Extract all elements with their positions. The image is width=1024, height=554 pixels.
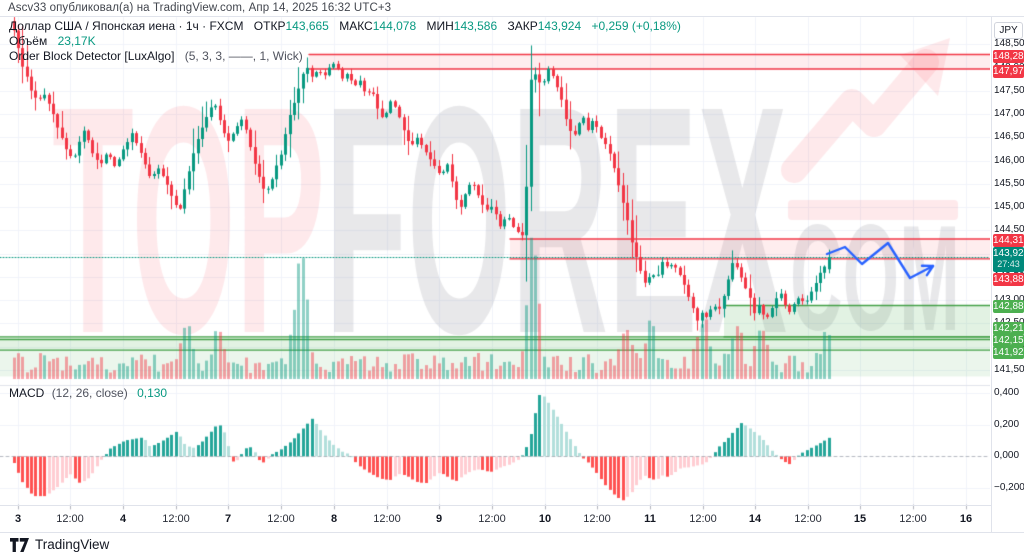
time-axis-label: 7 xyxy=(224,513,232,525)
time-axis-label: 10 xyxy=(538,513,552,525)
published-text: Ascv33 опубликовал(а) на TradingView.com… xyxy=(8,2,392,14)
axis-bottom-border xyxy=(0,532,1024,533)
time-axis-label: 12:00 xyxy=(267,513,295,525)
price-tick-label: 148,500 xyxy=(994,38,1024,50)
level-price-badge[interactable]: 143,888 xyxy=(993,272,1024,286)
price-tick-label: 146,500 xyxy=(994,131,1024,143)
price-tick-label: 145,500 xyxy=(994,177,1024,189)
price-tick-label: 147,000 xyxy=(994,108,1024,120)
volume-row[interactable]: Объём 23,17K xyxy=(9,34,681,48)
time-axis[interactable]: 3 12:00 4 12:00 7 12:00 8 12:00 9 12:00 10 12:00 11 1… xyxy=(0,505,991,533)
macd-tick-label: −0,200 xyxy=(994,482,1024,494)
chart-legend: Доллар США / Японская иена · 1ч · FXCM О… xyxy=(9,19,681,64)
time-axis-label: 12:00 xyxy=(373,513,401,525)
close-pair: ЗАКР143,924 xyxy=(507,19,582,33)
time-axis-label: 12:00 xyxy=(56,513,84,525)
time-axis-label: 12:00 xyxy=(899,513,927,525)
price-tick-label: 144,500 xyxy=(994,224,1024,236)
macd-label: MACD xyxy=(9,386,45,400)
tradingview-logo-text: TradingView xyxy=(35,537,110,552)
time-axis-label: 12:00 xyxy=(162,513,190,525)
level-price-badge[interactable]: 142,212 xyxy=(993,321,1024,335)
price-tick-label: 141,500 xyxy=(994,364,1024,375)
time-axis-label: 3 xyxy=(14,513,22,525)
time-axis-label: 15 xyxy=(853,513,867,525)
tradingview-logo[interactable]: TradingView xyxy=(10,537,109,552)
open-pair: ОТКР143,665 xyxy=(253,19,329,33)
time-axis-label: 14 xyxy=(748,513,762,525)
current-price-badge[interactable]: 143,92427:43 xyxy=(993,246,1024,272)
macd-legend[interactable]: MACD (12, 26, close) 0,130 xyxy=(9,386,167,400)
level-price-badge[interactable]: 144,316 xyxy=(993,233,1024,247)
macd-tick-label: 0,000 xyxy=(994,450,1020,462)
time-axis-label: 12:00 xyxy=(478,513,506,525)
time-axis-label: 12:00 xyxy=(794,513,822,525)
macd-params: (12, 26, close) xyxy=(51,386,128,400)
time-axis-label: 9 xyxy=(435,513,443,525)
volume-label: Объём xyxy=(9,34,48,48)
level-price-badge[interactable]: 148,280 xyxy=(993,49,1024,63)
price-axis[interactable]: JPY 148,500148,000147,500147,000146,5001… xyxy=(991,16,1024,532)
symbol-row[interactable]: Доллар США / Японская иена · 1ч · FXCM О… xyxy=(9,19,681,33)
indicator-params: (5, 3, 3, ——, 1, Wick) xyxy=(184,49,303,63)
published-bar: Ascv33 опубликовал(а) на TradingView.com… xyxy=(0,0,1024,17)
change-value: +0,259 (+0,18%) xyxy=(591,19,681,33)
macd-value: 0,130 xyxy=(137,386,168,400)
time-axis-label: 16 xyxy=(959,513,973,525)
currency-chip[interactable]: JPY xyxy=(994,22,1023,39)
volume-value: 23,17K xyxy=(57,34,96,48)
level-price-badge[interactable]: 142,156 xyxy=(993,333,1024,347)
price-tick-label: 147,500 xyxy=(994,84,1024,96)
tradingview-logo-icon xyxy=(10,537,29,552)
price-tick-label: 145,000 xyxy=(994,201,1024,213)
level-price-badge[interactable]: 142,888 xyxy=(993,299,1024,313)
time-axis-label: 4 xyxy=(119,513,127,525)
time-axis-label: 12:00 xyxy=(583,513,611,525)
bar-countdown: 27:43 xyxy=(997,258,1020,269)
time-axis-label: 12:00 xyxy=(689,513,717,525)
symbol-title[interactable]: Доллар США / Японская иена · 1ч · FXCM xyxy=(9,19,244,33)
low-pair: МИН143,586 xyxy=(426,19,498,33)
price-chart-canvas[interactable] xyxy=(0,0,990,554)
time-axis-label: 8 xyxy=(330,513,338,525)
indicator-label: Order Block Detector [LuxAlgo] xyxy=(9,49,175,63)
high-pair: МАКС144,078 xyxy=(339,19,417,33)
price-tick-label: 146,000 xyxy=(994,154,1024,166)
macd-tick-label: 0,200 xyxy=(994,418,1020,430)
indicator-row[interactable]: Order Block Detector [LuxAlgo] (5, 3, 3,… xyxy=(9,49,681,63)
level-price-badge[interactable]: 141,927 xyxy=(993,345,1024,359)
time-axis-label: 11 xyxy=(644,513,656,525)
level-price-badge[interactable]: 147,970 xyxy=(993,64,1024,78)
macd-tick-label: 0,400 xyxy=(994,386,1020,398)
